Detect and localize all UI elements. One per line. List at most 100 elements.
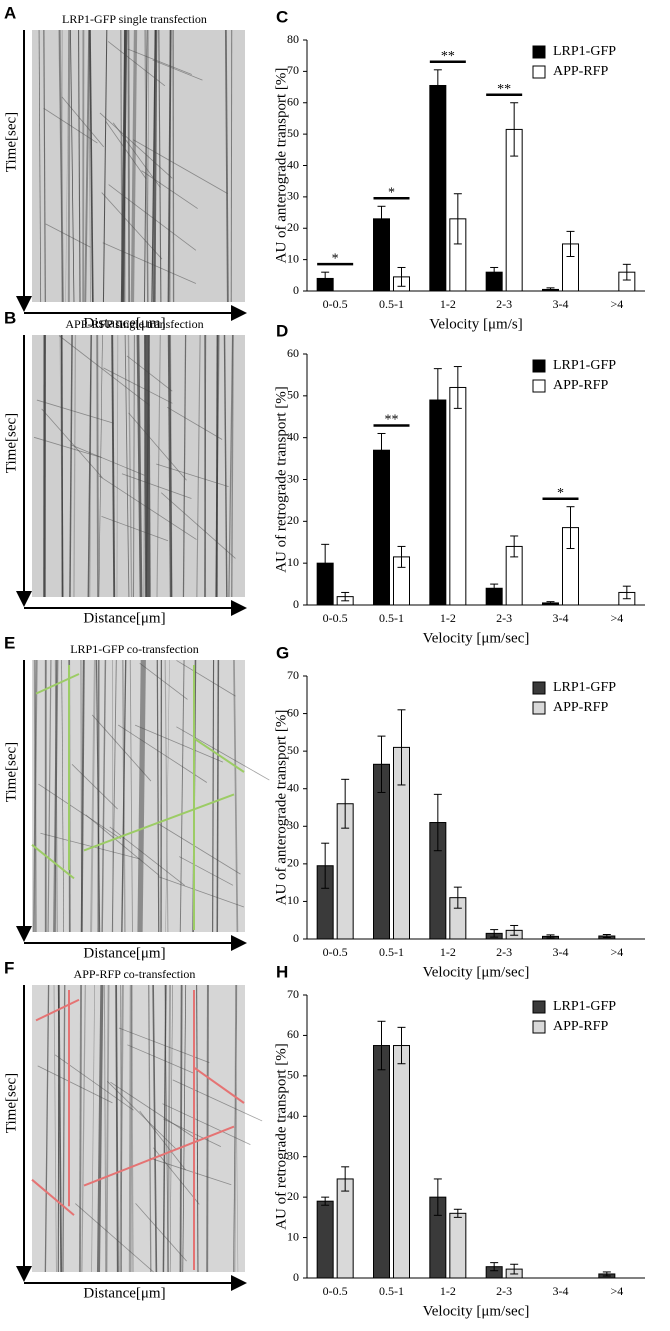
error-bar — [453, 366, 462, 409]
track — [128, 984, 133, 1273]
significance-stars: * — [388, 186, 395, 201]
error-bar — [622, 263, 631, 281]
y-tick-label: 20 — [287, 1189, 299, 1203]
track — [158, 29, 162, 303]
track — [143, 29, 148, 303]
x-tick-label: >4 — [610, 611, 623, 625]
track — [61, 659, 64, 933]
error-bar — [490, 1262, 499, 1272]
bar — [316, 1200, 334, 1279]
track — [153, 29, 158, 303]
diagonal-track — [101, 192, 163, 260]
legend-swatch — [532, 681, 546, 695]
diagonal-track — [118, 724, 208, 783]
diagonal-track — [33, 436, 102, 458]
track — [182, 334, 187, 598]
y-axis-label: Time[sec] — [3, 742, 19, 802]
error-bar — [397, 266, 406, 287]
diagonal-track — [75, 1203, 154, 1273]
error-bar — [397, 1026, 406, 1065]
diagonal-track — [139, 662, 188, 700]
kymograph-texture — [31, 659, 270, 933]
error-bar — [377, 432, 386, 468]
y-tick-label: 70 — [287, 668, 299, 682]
diagonal-track — [102, 242, 197, 284]
track — [120, 29, 123, 303]
track — [167, 29, 172, 303]
x-tick-label: 1-2 — [440, 297, 456, 311]
x-tick-label: 2-3 — [496, 1284, 512, 1298]
error-bar — [453, 886, 462, 909]
diagonal-track — [134, 724, 224, 763]
diagonal-track — [163, 1118, 222, 1147]
legend-label: LRP1-GFP — [553, 999, 616, 1014]
track — [70, 29, 75, 303]
x-axis-label: Velocity [μm/s] — [429, 316, 522, 332]
trace-line — [31, 844, 75, 880]
trace-line — [193, 1066, 245, 1104]
y-tick-label: 40 — [287, 780, 299, 794]
kymograph-texture — [33, 334, 236, 598]
diagonal-track — [70, 444, 145, 476]
y-tick-label: 60 — [287, 95, 299, 109]
x-tick-label: 2-3 — [496, 611, 512, 625]
track — [103, 984, 107, 1273]
diagonal-track — [85, 814, 160, 876]
y-axis-label: AU of anterograde transport [%] — [273, 68, 289, 264]
y-tick-label: 30 — [287, 1148, 299, 1162]
error-bar — [490, 929, 499, 938]
y-tick-label: 30 — [287, 471, 299, 485]
error-bar — [546, 601, 555, 605]
kymograph — [32, 30, 245, 302]
track — [127, 334, 133, 598]
error-bar — [510, 102, 519, 157]
error-bar — [341, 1166, 350, 1192]
diagonal-track — [71, 764, 118, 810]
y-tick-label: 50 — [287, 388, 299, 402]
track — [169, 984, 173, 1273]
track — [120, 984, 122, 1273]
error-bar — [321, 271, 330, 286]
track — [44, 984, 50, 1273]
kymograph-title: APP-RFP co-transfection — [74, 967, 196, 981]
track — [119, 984, 124, 1273]
bar — [449, 386, 467, 606]
track — [206, 984, 209, 1273]
x-tick-label: 0.5-1 — [379, 1284, 404, 1298]
x-tick-label: 1-2 — [440, 945, 456, 959]
legend-label: APP-RFP — [553, 1019, 608, 1034]
track — [62, 984, 66, 1273]
diagonal-track — [126, 355, 173, 392]
track — [115, 984, 118, 1273]
y-axis-label: AU of retrograde transport [%] — [273, 1043, 289, 1230]
diagonal-track — [128, 412, 187, 481]
track — [81, 984, 86, 1273]
diagonal-track — [160, 492, 236, 559]
y-tick-label: 10 — [287, 555, 299, 569]
error-bar — [453, 1208, 462, 1218]
track — [78, 984, 83, 1273]
diagonal-track — [105, 120, 147, 180]
track — [65, 29, 70, 303]
y-axis-label: Time[sec] — [3, 112, 19, 172]
track — [179, 659, 185, 933]
diagonal-track — [141, 170, 198, 209]
track — [147, 29, 150, 303]
track — [136, 334, 143, 598]
track — [105, 984, 110, 1273]
x-tick-label: 3-4 — [553, 297, 569, 311]
track — [231, 334, 234, 598]
track — [169, 334, 173, 598]
track — [166, 984, 172, 1273]
track — [143, 334, 146, 598]
diagonal-track — [176, 660, 236, 697]
track — [144, 29, 149, 303]
track — [98, 334, 103, 598]
x-tick-label: 3-4 — [553, 945, 569, 959]
legend-label: LRP1-GFP — [553, 358, 616, 373]
y-tick-label: 0 — [293, 931, 299, 945]
track — [80, 659, 85, 933]
diagonal-track — [101, 516, 169, 542]
y-axis-label: AU of retrograde transport [%] — [273, 386, 289, 573]
y-tick-label: 80 — [287, 32, 299, 46]
